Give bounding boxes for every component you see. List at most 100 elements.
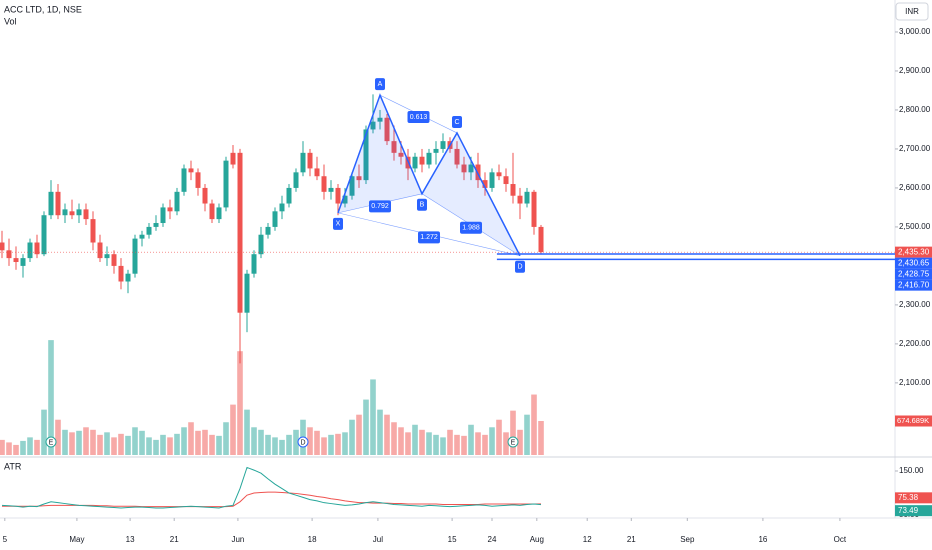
volume-bar xyxy=(349,419,355,455)
candle-body xyxy=(342,195,348,204)
candle-body xyxy=(349,176,355,196)
candle-body xyxy=(6,250,12,259)
volume-bar xyxy=(265,434,271,455)
volume-bar xyxy=(20,440,26,455)
candle-body xyxy=(202,187,208,204)
candle-body xyxy=(209,203,215,220)
candle-body xyxy=(307,152,313,169)
y-tick-label: 2,300.00 xyxy=(899,300,931,309)
candle-body xyxy=(146,226,152,235)
volume-bar xyxy=(209,434,215,455)
volume-bar xyxy=(475,432,481,455)
candle-body xyxy=(496,172,502,177)
candle-body xyxy=(111,254,117,266)
volume-bar xyxy=(13,444,19,455)
volume-bar xyxy=(321,437,327,455)
currency-label[interactable]: INR xyxy=(905,7,919,16)
candle-body xyxy=(356,176,362,181)
point-label: D xyxy=(517,264,522,271)
ratio-box xyxy=(418,231,441,244)
candle-body xyxy=(524,191,530,204)
x-tick-label: 21 xyxy=(170,535,179,544)
x-tick-label: Jul xyxy=(373,535,383,544)
level-label-box xyxy=(895,257,932,269)
volume-bar xyxy=(517,429,523,455)
x-tick-label: 21 xyxy=(627,535,636,544)
volume-bar xyxy=(111,437,117,455)
volume-bar xyxy=(342,432,348,455)
atr-line xyxy=(1,466,542,509)
x-tick-label: 15 xyxy=(448,535,457,544)
currency-button[interactable] xyxy=(895,2,929,21)
x-tick-label: 12 xyxy=(583,535,592,544)
point-box xyxy=(333,217,344,230)
volume-bar xyxy=(454,434,460,455)
volume-bar xyxy=(286,434,292,455)
event-marker[interactable] xyxy=(507,436,519,448)
volume-bar xyxy=(314,430,320,455)
candle-body xyxy=(251,254,257,274)
candle-body xyxy=(125,273,131,282)
volume-bar xyxy=(370,379,376,455)
chart-title: ACC LTD, 1D, NSE xyxy=(4,4,82,14)
event-marker[interactable] xyxy=(297,436,309,448)
volume-bar xyxy=(188,422,194,455)
event-label[interactable]: E xyxy=(49,439,54,446)
volume-bar xyxy=(496,419,502,455)
candle-body xyxy=(391,141,397,153)
candle-body xyxy=(174,191,180,212)
volume-bar xyxy=(90,429,96,455)
volume-bar xyxy=(328,434,334,455)
volume-bar xyxy=(244,409,250,455)
event-label[interactable]: D xyxy=(300,439,305,446)
candle-body xyxy=(363,129,369,181)
candle-body xyxy=(517,195,523,204)
candle-body xyxy=(489,172,495,188)
candle-body xyxy=(0,242,5,251)
candle-body xyxy=(335,187,341,204)
candle-body xyxy=(258,234,264,255)
volume-bar xyxy=(356,414,362,455)
atr-value-label: 73.49 xyxy=(898,506,919,515)
point-label: X xyxy=(336,221,341,228)
volume-bar xyxy=(69,432,75,455)
volume-bar xyxy=(216,435,222,455)
candle-body xyxy=(279,203,285,212)
volume-bar xyxy=(146,437,152,455)
volume-bar xyxy=(139,430,145,455)
point-box xyxy=(452,115,463,128)
x-tick-label: Aug xyxy=(530,535,544,544)
candle-body xyxy=(293,172,299,188)
level-label: 2,416.70 xyxy=(898,280,930,289)
volume-bar xyxy=(125,435,131,455)
volume-bar xyxy=(132,427,138,455)
volume-bar xyxy=(34,439,40,455)
pattern-fill xyxy=(338,95,423,213)
candle-body xyxy=(265,226,271,235)
volume-bar xyxy=(272,437,278,455)
volume-bar xyxy=(83,427,89,455)
volume-bar xyxy=(6,442,12,455)
volume-bar xyxy=(335,433,341,455)
y-tick-label: 2,200.00 xyxy=(899,339,931,348)
volume-bar xyxy=(195,430,201,455)
y-tick-label: 2,600.00 xyxy=(899,183,931,192)
volume-bar xyxy=(293,429,299,455)
volume-value-box xyxy=(895,415,932,427)
x-tick-label: Sep xyxy=(680,535,695,544)
volume-bar xyxy=(503,432,509,455)
candle-body xyxy=(398,152,404,157)
volume-bar xyxy=(524,414,530,455)
volume-bar xyxy=(153,439,159,455)
candle-body xyxy=(76,209,82,216)
event-label[interactable]: E xyxy=(511,439,516,446)
candle-body xyxy=(188,168,194,173)
candle-body xyxy=(181,168,187,192)
point-label: A xyxy=(378,81,383,88)
volume-bar xyxy=(181,427,187,455)
volume-bar xyxy=(426,432,432,455)
x-tick-label: Oct xyxy=(834,535,847,544)
volume-bar xyxy=(167,437,173,455)
candle-body xyxy=(531,191,537,227)
event-marker[interactable] xyxy=(45,436,57,448)
